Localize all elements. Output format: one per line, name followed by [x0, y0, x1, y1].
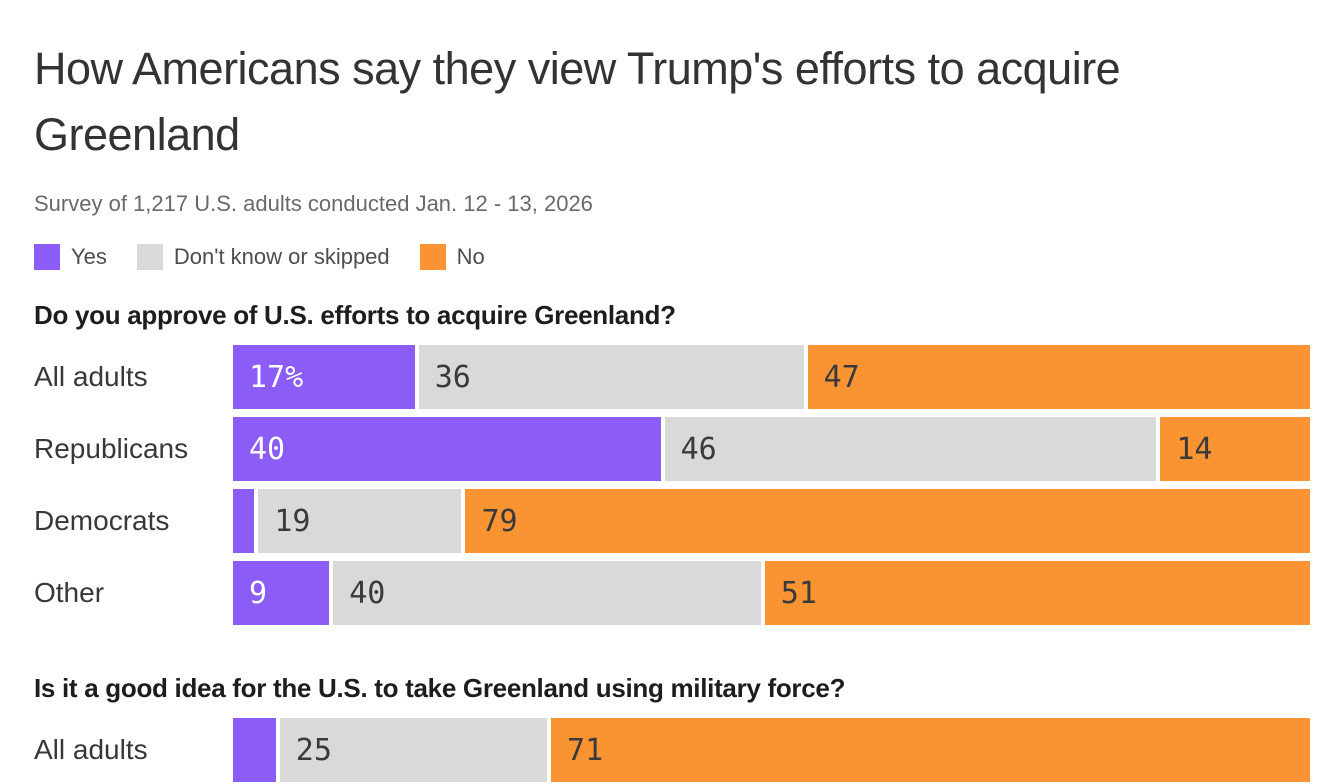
row-label: Other	[34, 577, 105, 608]
bar-value-label: 14	[1176, 431, 1213, 467]
bar-segment-yes: 9	[233, 561, 330, 625]
bar-rows: All adults 25 71	[34, 718, 1310, 782]
bar-segment-no: 51	[764, 561, 1310, 625]
bar-rows: All adults 17% 36 47 Republicans	[34, 345, 1311, 625]
page-title: How Americans say they view Trump's effo…	[34, 43, 1121, 160]
bar-row-other: Other 9 40 51	[34, 561, 1310, 625]
bar-row-all-adults: All adults 17% 36 47	[34, 345, 1311, 409]
legend: Yes Don't know or skipped No	[34, 244, 1310, 270]
bar-row-democrats: Democrats 19 79	[34, 489, 1310, 553]
bar-value-label: 40	[349, 575, 386, 611]
bar-segment-no: 79	[465, 489, 1310, 553]
row-label: Republicans	[34, 433, 189, 464]
legend-swatch-dont-know	[136, 244, 163, 270]
bar-value-label: 47	[823, 359, 860, 395]
legend-item-no: No	[419, 244, 485, 270]
bar-value-label: 40	[249, 431, 286, 467]
bar-segment-no: 71	[551, 718, 1310, 782]
legend-label-yes: Yes	[71, 244, 107, 269]
legend-item-dont-know: Don't know or skipped	[136, 244, 390, 270]
bar-segment-yes: 40	[233, 417, 661, 481]
bar-row-republicans: Republicans 40 46 14	[34, 417, 1310, 481]
chart-question-approve: Do you approve of U.S. efforts to acquir…	[34, 300, 676, 330]
bar-segment-dont-know: 36	[418, 345, 804, 409]
bar-value-label: 46	[680, 431, 717, 467]
row-label: All adults	[34, 361, 148, 392]
bar-value-label: 79	[481, 503, 518, 539]
chart-approve-greenland: Do you approve of U.S. efforts to acquir…	[34, 299, 1311, 625]
bar-value-label: 25	[295, 732, 332, 768]
bar-value-label: 71	[567, 732, 604, 768]
bar-value-label: 17%	[249, 359, 304, 395]
bar-value-label: 19	[274, 503, 311, 539]
bar-segment-dont-know: 46	[664, 417, 1157, 481]
bar-segment-yes: 17%	[233, 345, 415, 409]
bar-segment-yes	[233, 718, 276, 782]
legend-item-yes: Yes	[34, 244, 107, 270]
stacked-bar: 9 40 51	[233, 561, 1310, 625]
stacked-bar: 40 46 14	[233, 417, 1310, 481]
stacked-bar: 17% 36 47	[233, 345, 1311, 409]
bar-segment-no: 47	[807, 345, 1311, 409]
legend-swatch-yes	[34, 244, 60, 270]
bar-segment-yes	[233, 489, 255, 553]
bar-value-label: 36	[434, 359, 471, 395]
stacked-bar: 19 79	[233, 489, 1310, 553]
bar-row-all-adults: All adults 25 71	[34, 718, 1310, 782]
legend-label-no: No	[456, 244, 485, 269]
legend-label-dont-know: Don't know or skipped	[173, 244, 390, 269]
legend-swatch-no	[419, 244, 446, 270]
bar-value-label: 9	[249, 575, 268, 611]
bar-segment-dont-know: 19	[258, 489, 462, 553]
bar-segment-no: 14	[1160, 417, 1310, 481]
row-label: Democrats	[34, 505, 170, 536]
chart-question-military-force: Is it a good idea for the U.S. to take G…	[34, 673, 846, 703]
bar-segment-dont-know: 25	[279, 718, 548, 782]
row-label: All adults	[34, 734, 148, 765]
stacked-bar: 25 71	[233, 718, 1310, 782]
bar-value-label: 51	[780, 575, 817, 611]
chart-military-force: Is it a good idea for the U.S. to take G…	[34, 672, 1310, 782]
chart-subtitle: Survey of 1,217 U.S. adults conducted Ja…	[34, 191, 593, 216]
bar-segment-dont-know: 40	[333, 561, 761, 625]
